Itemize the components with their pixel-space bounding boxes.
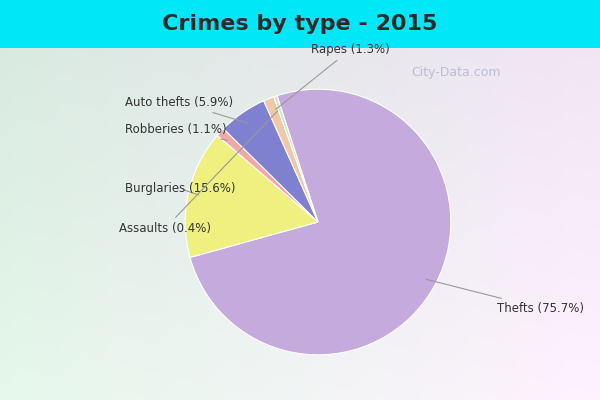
Wedge shape: [190, 89, 451, 355]
Text: Auto thefts (5.9%): Auto thefts (5.9%): [125, 96, 247, 123]
Wedge shape: [274, 96, 318, 222]
Text: City-Data.com: City-Data.com: [411, 66, 500, 79]
Text: Burglaries (15.6%): Burglaries (15.6%): [125, 182, 236, 195]
Text: Assaults (0.4%): Assaults (0.4%): [119, 111, 278, 235]
Wedge shape: [185, 136, 318, 258]
Wedge shape: [217, 129, 318, 222]
Wedge shape: [264, 97, 318, 222]
Wedge shape: [224, 101, 318, 222]
Text: Crimes by type - 2015: Crimes by type - 2015: [163, 14, 437, 34]
Text: Rapes (1.3%): Rapes (1.3%): [276, 43, 390, 109]
Text: Thefts (75.7%): Thefts (75.7%): [426, 279, 584, 315]
Text: Robberies (1.1%): Robberies (1.1%): [125, 122, 227, 140]
